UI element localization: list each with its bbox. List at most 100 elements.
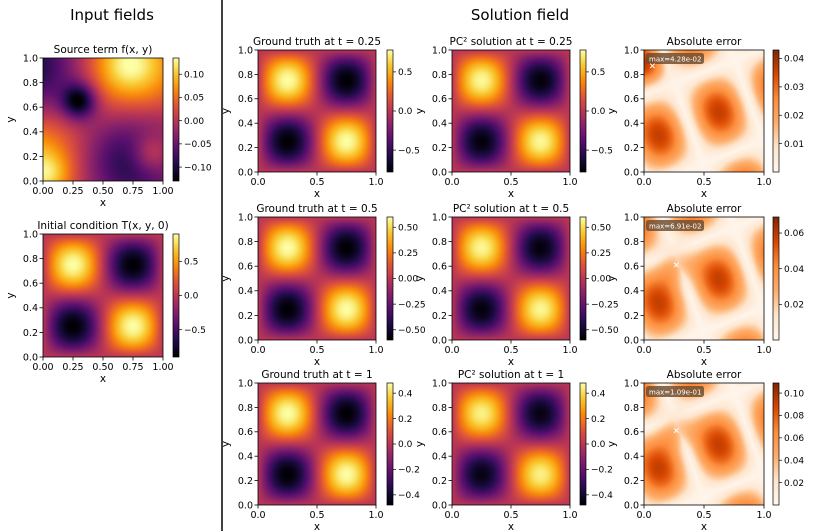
panel-pc1: PC² solution at t = 0.25 0.0 0.5 1.0 0.0 0.2 0… [414,36,613,200]
y-axis-label: y [414,441,426,447]
panel-title-initial: Initial condition T(x, y, 0) [37,220,168,232]
x-axis-label: x [508,188,514,200]
x-tick-label: 1.0 [368,177,383,188]
colorbar-tick-label: 0.00 [591,275,611,285]
x-axis-label: x [100,373,106,385]
y-tick-label: 0.2 [238,143,253,154]
x-tick-label: 0.75 [122,186,143,197]
x-tick-label: 1.00 [152,186,173,197]
panels: Source term f(x, y) 0.00 0.25 0.50 0.75 1.00 0… [5,36,804,531]
y-tick-label: 0.6 [624,94,639,105]
max-marker-stroke [673,262,679,268]
y-tick-label: 1.0 [23,229,38,240]
x-axis-label: x [701,188,707,200]
y-tick-label: 0.4 [624,452,639,463]
y-tick-label: 0.4 [238,286,253,297]
y-tick-label: 0.2 [624,476,639,487]
y-axis-label: y [5,116,17,122]
x-axis-label: x [701,356,707,368]
y-tick-label: 0.6 [432,262,447,273]
y-tick-label: 0.8 [624,70,639,81]
colorbar-tick-label: 0.10 [784,389,804,399]
colorbar-frame [772,382,780,506]
colorbar-tick-label: 0.02 [784,479,804,489]
y-tick-label: 0.0 [238,500,253,511]
colorbar-initial [173,234,179,357]
y-tick-label: 0.6 [238,94,253,105]
colorbar-pc2 [580,217,586,340]
colorbar-tick-label: 0.06 [784,229,804,239]
y-tick-label: 0.4 [624,119,639,130]
colorbar-tick-label: 0.25 [398,249,418,259]
colorbar-tick-label: 0.5 [184,258,198,268]
x-tick-label: 0.0 [250,510,265,521]
y-tick-label: 0.8 [238,237,253,248]
x-axis-label: x [508,521,514,531]
y-tick-label: 1.0 [238,212,253,223]
colorbar-frame [172,57,180,182]
y-tick-label: 0.8 [432,70,447,81]
y-tick-label: 1.0 [238,378,253,389]
y-tick-label: 0.2 [432,311,447,322]
x-axis-label: x [508,356,514,368]
panel-gt3: Ground truth at t = 1 0.0 0.5 1.0 0.0 0.2 0.4 0… [220,369,420,531]
panel-err3: Absolute error 0.0 0.5 1.0 0.0 0.2 0.4 0.6 0.8 1.… [606,369,804,531]
y-tick-label: 0.4 [432,286,447,297]
x-tick-label: 0.00 [32,186,53,197]
colorbar-tick-label: −0.25 [398,300,426,310]
colorbar-tick-label: 0.05 [184,94,204,104]
x-tick-label: 1.0 [368,345,383,356]
y-axis-label: y [414,108,426,114]
y-tick-label: 0.4 [23,127,38,138]
y-tick-label: 0.6 [624,427,639,438]
left-section-title: Input fields [70,6,154,24]
y-tick-label: 0.0 [624,335,639,346]
y-tick-label: 1.0 [624,212,639,223]
x-tick-label: 0.75 [122,362,143,373]
panel-title-err1: Absolute error [667,36,742,48]
x-tick-label: 0.0 [444,510,459,521]
y-tick-label: 0.8 [23,78,38,89]
colorbar-tick-label: 0.0 [184,292,199,302]
panel-gt1: Ground truth at t = 0.25 0.0 0.5 1.0 0.0 0.2 0… [220,36,420,200]
y-tick-label: 0.0 [23,352,38,363]
y-axis-label: y [220,108,232,114]
x-tick-label: 0.0 [444,345,459,356]
y-axis-label: y [5,292,17,298]
y-tick-label: 0.4 [238,119,253,130]
colorbar-tick-label: 0.04 [784,265,804,275]
max-marker [673,262,679,268]
y-tick-label: 0.6 [624,262,639,273]
y-tick-label: 0.8 [432,403,447,414]
y-tick-label: 0.2 [624,311,639,322]
x-tick-label: 1.00 [152,362,173,373]
x-tick-label: 0.50 [92,362,113,373]
y-tick-label: 0.2 [238,476,253,487]
colorbar-source [173,58,179,181]
colorbar-tick-label: 0.50 [591,223,611,233]
x-axis-label: x [314,521,320,531]
y-tick-label: 0.0 [23,176,38,187]
colorbar-tick-label: −0.2 [398,466,420,476]
x-tick-label: 1.0 [562,345,577,356]
y-tick-label: 1.0 [432,378,447,389]
y-tick-label: 0.0 [432,500,447,511]
y-axis-label: y [414,275,426,281]
y-tick-label: 0.6 [238,262,253,273]
y-tick-label: 1.0 [624,45,639,56]
y-tick-label: 0.0 [432,335,447,346]
heatmap-gt3 [258,383,376,505]
y-tick-label: 1.0 [432,45,447,56]
colorbar-tick-label: 0.4 [591,389,606,399]
heatmap-pc3 [452,383,570,505]
max-badge [646,220,704,231]
panel-title-pc1: PC² solution at t = 0.25 [450,36,573,48]
y-tick-label: 0.8 [624,237,639,248]
colorbar-tick-label: −0.4 [591,491,613,501]
y-axis-label: y [606,275,618,281]
x-tick-label: 0.5 [309,345,324,356]
x-tick-label: 1.0 [756,510,771,521]
max-label: max=4.28e-02 [649,56,701,64]
x-tick-label: 0.5 [696,345,711,356]
